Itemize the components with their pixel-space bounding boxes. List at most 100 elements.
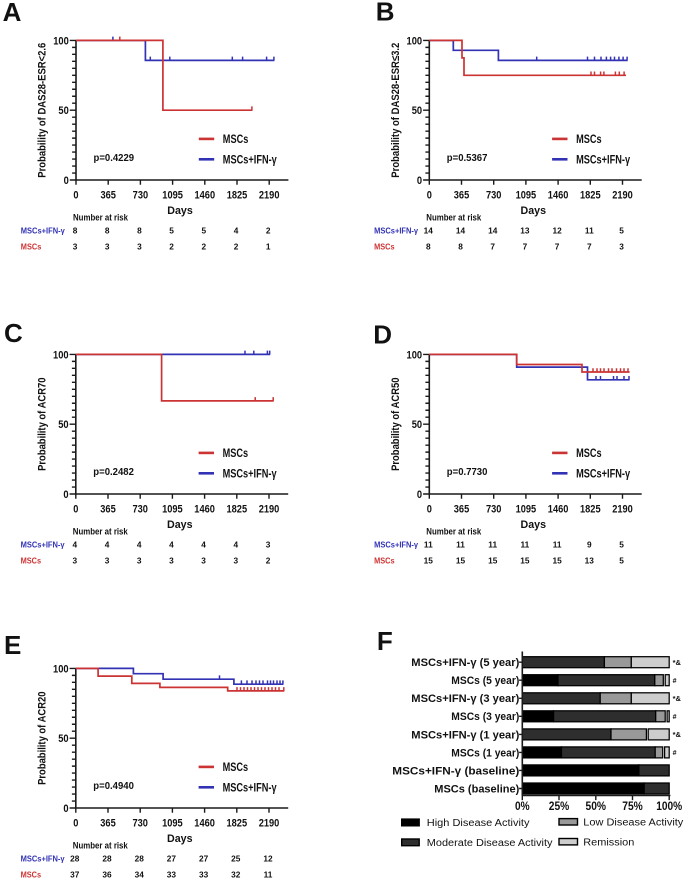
svg-text:365: 365 [100,817,115,829]
svg-text:3: 3 [137,555,142,565]
svg-text:15: 15 [552,555,562,565]
svg-text:1460: 1460 [194,817,215,829]
svg-text:2: 2 [266,555,271,565]
svg-text:15: 15 [520,555,530,565]
svg-text:365: 365 [454,189,469,201]
svg-text:365: 365 [454,503,469,515]
svg-text:33: 33 [199,869,209,879]
svg-text:75%: 75% [622,799,643,813]
svg-text:11: 11 [424,539,433,549]
svg-text:8: 8 [105,225,110,235]
svg-text:4: 4 [105,539,110,549]
svg-text:3: 3 [619,241,624,251]
svg-text:Probability of ACR20: Probability of ACR20 [37,692,49,785]
svg-text:MSCs+IFN-γ: MSCs+IFN-γ [374,226,419,235]
svg-text:0: 0 [417,175,422,187]
svg-text:365: 365 [100,503,115,515]
svg-text:2: 2 [169,241,174,251]
svg-text:100: 100 [53,35,69,47]
svg-text:3: 3 [105,555,110,565]
svg-text:50%: 50% [586,799,607,813]
svg-text:12: 12 [263,853,273,863]
svg-text:50: 50 [58,733,68,745]
svg-text:15: 15 [424,555,434,565]
svg-text:7: 7 [523,241,528,251]
svg-text:2: 2 [234,241,239,251]
svg-text:7: 7 [587,241,592,251]
svg-text:15: 15 [488,555,498,565]
svg-text:3: 3 [169,555,174,565]
svg-text:Number at risk: Number at risk [426,212,482,222]
svg-text:50: 50 [58,419,68,431]
svg-text:50: 50 [58,105,68,117]
svg-text:p=0.2482: p=0.2482 [93,467,134,478]
svg-text:p=0.4229: p=0.4229 [94,153,135,164]
svg-text:27: 27 [167,853,177,863]
svg-text:7: 7 [490,241,495,251]
svg-text:Days: Days [167,833,193,845]
svg-text:3: 3 [137,241,142,251]
svg-text:MSCs+IFN-γ: MSCs+IFN-γ [21,226,66,235]
svg-text:4: 4 [201,539,206,549]
svg-text:1095: 1095 [162,189,183,201]
svg-text:7: 7 [555,241,560,251]
svg-text:MSCs+IFN-γ: MSCs+IFN-γ [223,153,277,167]
svg-text:11: 11 [521,539,530,549]
svg-text:MSCs: MSCs [21,242,42,251]
svg-text:1: 1 [266,241,271,251]
svg-text:1460: 1460 [548,503,569,515]
svg-text:11: 11 [585,225,594,235]
svg-text:*&: *& [673,658,682,667]
svg-text:MSCs: MSCs [374,242,395,251]
svg-text:100: 100 [53,349,69,361]
svg-text:4: 4 [234,225,239,235]
svg-text:3: 3 [233,555,238,565]
svg-text:MSCs+IFN-γ: MSCs+IFN-γ [21,540,66,549]
svg-text:F: F [377,626,393,656]
svg-text:2190: 2190 [259,503,280,515]
svg-text:MSCs (5 year): MSCs (5 year) [451,675,519,687]
svg-text:14: 14 [488,225,498,235]
svg-text:Probability of DAS28-ESR<2.6: Probability of DAS28-ESR<2.6 [37,43,49,178]
svg-text:13: 13 [520,225,530,235]
svg-text:MSCs+IFN-γ: MSCs+IFN-γ [21,854,66,863]
svg-text:4: 4 [233,539,238,549]
svg-text:1095: 1095 [162,503,183,515]
svg-text:5: 5 [169,225,174,235]
svg-text:9: 9 [587,539,592,549]
svg-text:1825: 1825 [580,503,601,515]
svg-text:37: 37 [70,869,80,879]
svg-text:Low Disease Activity: Low Disease Activity [583,818,683,829]
svg-text:14: 14 [456,225,466,235]
svg-text:5: 5 [619,555,624,565]
svg-text:MSCs: MSCs [223,132,249,146]
svg-text:MSCs (1 year): MSCs (1 year) [451,747,519,759]
svg-text:MSCs (3 year): MSCs (3 year) [451,711,519,723]
svg-text:11: 11 [488,539,497,549]
svg-text:Days: Days [167,205,193,217]
svg-text:Days: Days [167,519,193,531]
svg-text:3: 3 [201,555,206,565]
svg-text:34: 34 [135,869,145,879]
svg-text:#: # [673,750,677,757]
svg-text:MSCs+IFN-γ: MSCs+IFN-γ [576,153,630,167]
svg-text:28: 28 [102,853,112,863]
svg-text:5: 5 [619,539,624,549]
svg-text:p=0.5367: p=0.5367 [447,153,488,164]
svg-text:730: 730 [132,503,147,515]
svg-text:Days: Days [521,205,547,217]
svg-text:1460: 1460 [548,189,569,201]
svg-text:*&: *& [673,730,682,739]
svg-text:4: 4 [137,539,142,549]
svg-text:32: 32 [231,869,241,879]
svg-text:p=0.7730: p=0.7730 [447,467,488,478]
svg-text:28: 28 [70,853,80,863]
svg-text:MSCs+IFN-γ: MSCs+IFN-γ [223,781,277,795]
svg-text:11: 11 [456,539,465,549]
svg-text:2: 2 [201,241,206,251]
svg-text:36: 36 [102,869,112,879]
svg-text:730: 730 [132,817,147,829]
svg-text:5: 5 [201,225,206,235]
svg-text:4: 4 [72,539,77,549]
svg-text:1095: 1095 [516,503,537,515]
